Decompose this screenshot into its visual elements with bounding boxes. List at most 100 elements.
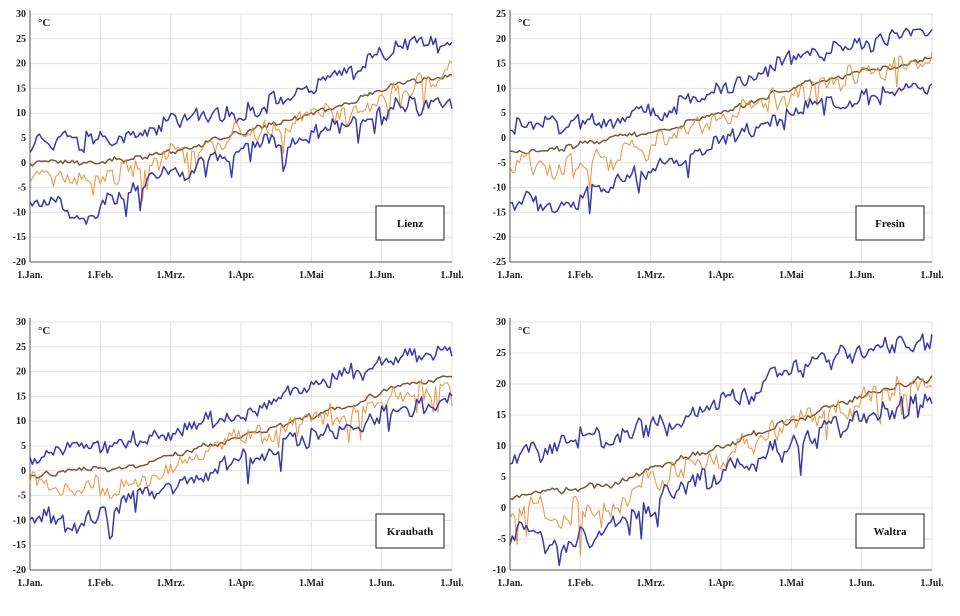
- y-tick-label: 0: [501, 503, 506, 514]
- y-tick-label: -10: [493, 565, 506, 576]
- y-tick-label: -10: [13, 515, 26, 526]
- x-tick-label: 1.Jun.: [849, 578, 876, 589]
- y-tick-label: 30: [16, 9, 26, 20]
- y-tick-label: -15: [13, 540, 26, 551]
- y-tick-label: -15: [493, 207, 506, 218]
- y-axis-unit-label: °C: [38, 325, 50, 337]
- chart-panel-fresin: 25 20 15 10 5 0 -5 -10 -15 -20 -25 1.Jan. 1.Feb. 1.Mr…: [480, 0, 960, 308]
- y-tick-label: 15: [496, 59, 506, 70]
- x-tick-label: 1.Feb.: [87, 270, 114, 281]
- x-tick-label: 1.Feb.: [567, 578, 594, 589]
- y-tick-label: 15: [16, 391, 26, 402]
- station-label: Lienz: [397, 218, 423, 230]
- x-tick-label: 1.Jan.: [17, 578, 43, 589]
- station-label: Kraubath: [387, 526, 433, 538]
- x-tick-label: 1.Jan.: [497, 578, 523, 589]
- y-axis-unit-label: °C: [518, 325, 530, 337]
- x-tick-label: 1.Mrz.: [157, 270, 186, 281]
- x-tick-label: 1.Mai: [299, 270, 324, 281]
- series-line-0: [29, 35, 453, 154]
- chart-panel-lienz: 30 25 20 15 10 5 0 -5 -10 -15 -20 1.Jan. 1.Feb. 1.Mrz…: [0, 0, 480, 308]
- chart-kraubath: 30 25 20 15 10 5 0 -5 -10 -15 -20 1.Jan. 1.Feb. 1.Mrz…: [13, 317, 465, 589]
- y-tick-label: 20: [496, 34, 506, 45]
- y-tick-label: 15: [496, 410, 506, 421]
- y-tick-label: 30: [496, 317, 506, 328]
- y-tick-label: 20: [16, 59, 26, 70]
- y-tick-label: 5: [501, 108, 506, 119]
- x-tick-label: 1.Apr.: [228, 578, 255, 589]
- x-tick-label: 1.Feb.: [87, 578, 114, 589]
- chart-panel-kraubath: 30 25 20 15 10 5 0 -5 -10 -15 -20 1.Jan. 1.Feb. 1.Mrz…: [0, 308, 480, 616]
- station-label-box: [375, 513, 445, 549]
- series-line-3: [509, 393, 933, 567]
- y-tick-label: 5: [21, 441, 26, 452]
- y-tick-label: 10: [496, 441, 506, 452]
- series-line-3: [29, 95, 453, 225]
- y-tick-label: 25: [496, 348, 506, 359]
- y-tick-label: -15: [13, 232, 26, 243]
- y-tick-label: -20: [13, 257, 26, 268]
- series-line-2: [29, 60, 453, 202]
- y-axis-unit-label: °C: [518, 17, 530, 29]
- x-tick-label: 1.Apr.: [228, 270, 255, 281]
- y-tick-label: -20: [493, 232, 506, 243]
- y-tick-label: -5: [498, 158, 506, 169]
- y-axis-unit-label: °C: [38, 17, 50, 29]
- x-tick-label: 1.Jun.: [849, 270, 876, 281]
- y-tick-label: -5: [18, 183, 26, 194]
- x-tick-label: 1.Apr.: [708, 270, 735, 281]
- x-tick-label: 1.Mrz.: [637, 578, 666, 589]
- y-tick-label: 15: [16, 83, 26, 94]
- series-line-1: [29, 375, 453, 479]
- x-tick-label: 1.Jul.: [440, 578, 464, 589]
- station-label-box: [855, 205, 925, 241]
- y-tick-label: 5: [21, 133, 26, 144]
- x-tick-label: 1.Jul.: [440, 270, 464, 281]
- x-tick-label: 1.Mai: [779, 578, 804, 589]
- y-tick-label: 25: [16, 34, 26, 45]
- y-tick-label: -10: [13, 207, 26, 218]
- y-tick-label: 0: [21, 158, 26, 169]
- x-tick-label: 1.Mai: [299, 578, 324, 589]
- x-tick-label: 1.Jul.: [920, 270, 944, 281]
- x-tick-label: 1.Feb.: [567, 270, 594, 281]
- y-tick-label: 5: [501, 472, 506, 483]
- series-line-2: [29, 379, 453, 499]
- x-tick-label: 1.Mrz.: [637, 270, 666, 281]
- series-line-2: [509, 52, 933, 190]
- y-tick-label: 10: [496, 83, 506, 94]
- series-line-3: [509, 82, 933, 215]
- station-label-box: [375, 205, 445, 241]
- x-tick-label: 1.Apr.: [708, 578, 735, 589]
- x-tick-label: 1.Jul.: [920, 578, 944, 589]
- station-label-box: [855, 513, 925, 549]
- chart-lienz: 30 25 20 15 10 5 0 -5 -10 -15 -20 1.Jan. 1.Feb. 1.Mrz…: [13, 9, 465, 281]
- x-tick-label: 1.Jan.: [17, 270, 43, 281]
- y-tick-label: 0: [501, 133, 506, 144]
- y-tick-label: 25: [496, 9, 506, 20]
- y-tick-label: -20: [13, 565, 26, 576]
- y-tick-label: 10: [16, 108, 26, 119]
- x-tick-label: 1.Mrz.: [157, 578, 186, 589]
- x-tick-label: 1.Jun.: [369, 270, 396, 281]
- series-line-3: [29, 392, 453, 540]
- y-tick-label: 10: [16, 416, 26, 427]
- y-tick-label: 20: [16, 367, 26, 378]
- y-tick-label: 30: [16, 317, 26, 328]
- station-label: Waltra: [874, 526, 907, 538]
- y-tick-label: -10: [493, 183, 506, 194]
- series-line-1: [509, 375, 933, 501]
- y-tick-label: -5: [498, 534, 506, 545]
- x-tick-label: 1.Mai: [779, 270, 804, 281]
- series-line-0: [509, 333, 933, 465]
- y-tick-label: 25: [16, 342, 26, 353]
- chart-fresin: 25 20 15 10 5 0 -5 -10 -15 -20 -25 1.Jan. 1.Feb. 1.Mr…: [493, 9, 945, 281]
- y-tick-label: -5: [18, 491, 26, 502]
- chart-panel-waltra: 30 25 20 15 10 5 0 -5 -10 1.Jan. 1.Feb. 1.Mrz. 1.Apr…: [480, 308, 960, 616]
- series-line-1: [509, 56, 933, 155]
- y-tick-label: 20: [496, 379, 506, 390]
- x-tick-label: 1.Jun.: [369, 578, 396, 589]
- x-tick-label: 1.Jan.: [497, 270, 523, 281]
- series-line-0: [29, 345, 453, 466]
- y-tick-label: 0: [21, 466, 26, 477]
